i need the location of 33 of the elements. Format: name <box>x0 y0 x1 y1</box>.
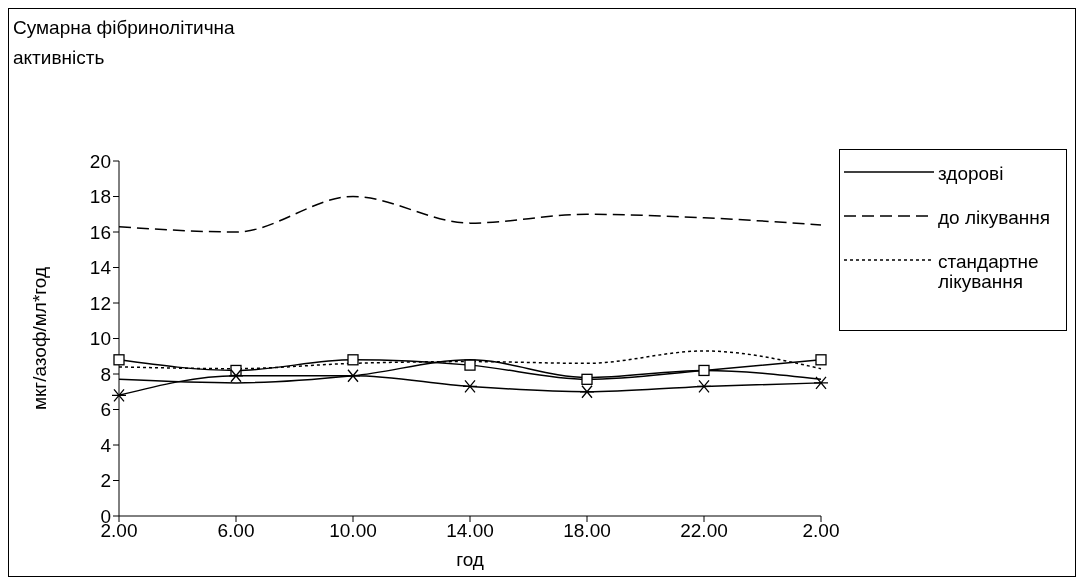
point <box>696 379 712 394</box>
point <box>347 354 359 366</box>
x-tick-label: 2.00 <box>802 520 840 542</box>
x-tick-label: 6.00 <box>217 520 255 542</box>
y-tick-label: 14 <box>89 257 112 279</box>
point <box>111 388 127 402</box>
point <box>462 379 478 394</box>
x-tick-label: 22.00 <box>680 520 728 542</box>
y-axis-title: мкг/азоф/мл*год <box>28 266 50 411</box>
point <box>813 376 829 390</box>
y-tick-label: 20 <box>89 150 111 172</box>
chart-title: Сумарна фібринолітична активність <box>13 16 236 70</box>
y-tick-label: 18 <box>89 186 111 208</box>
y-tick-label: 16 <box>89 221 111 243</box>
point <box>581 373 593 385</box>
point <box>113 354 125 366</box>
y-tick-label: 8 <box>100 363 111 385</box>
point <box>464 359 476 371</box>
y-tick-label: 4 <box>100 434 112 456</box>
point <box>228 369 244 383</box>
legend-label: здорові <box>938 163 1004 184</box>
legend-label: до лікування <box>938 207 1050 228</box>
y-tick-label: 12 <box>89 292 111 314</box>
x-tick-label: 18.00 <box>563 520 611 542</box>
y-tick-label: 2 <box>100 470 111 492</box>
point <box>815 354 827 366</box>
point <box>579 385 595 399</box>
x-tick-label: 10.00 <box>329 520 377 542</box>
y-tick-label: 10 <box>89 328 111 350</box>
y-tick-label: 6 <box>100 399 111 421</box>
x-tick-label: 14.00 <box>446 520 494 542</box>
legend-label: стандартне лікування <box>938 251 1040 292</box>
x-axis-title: год <box>456 549 484 570</box>
